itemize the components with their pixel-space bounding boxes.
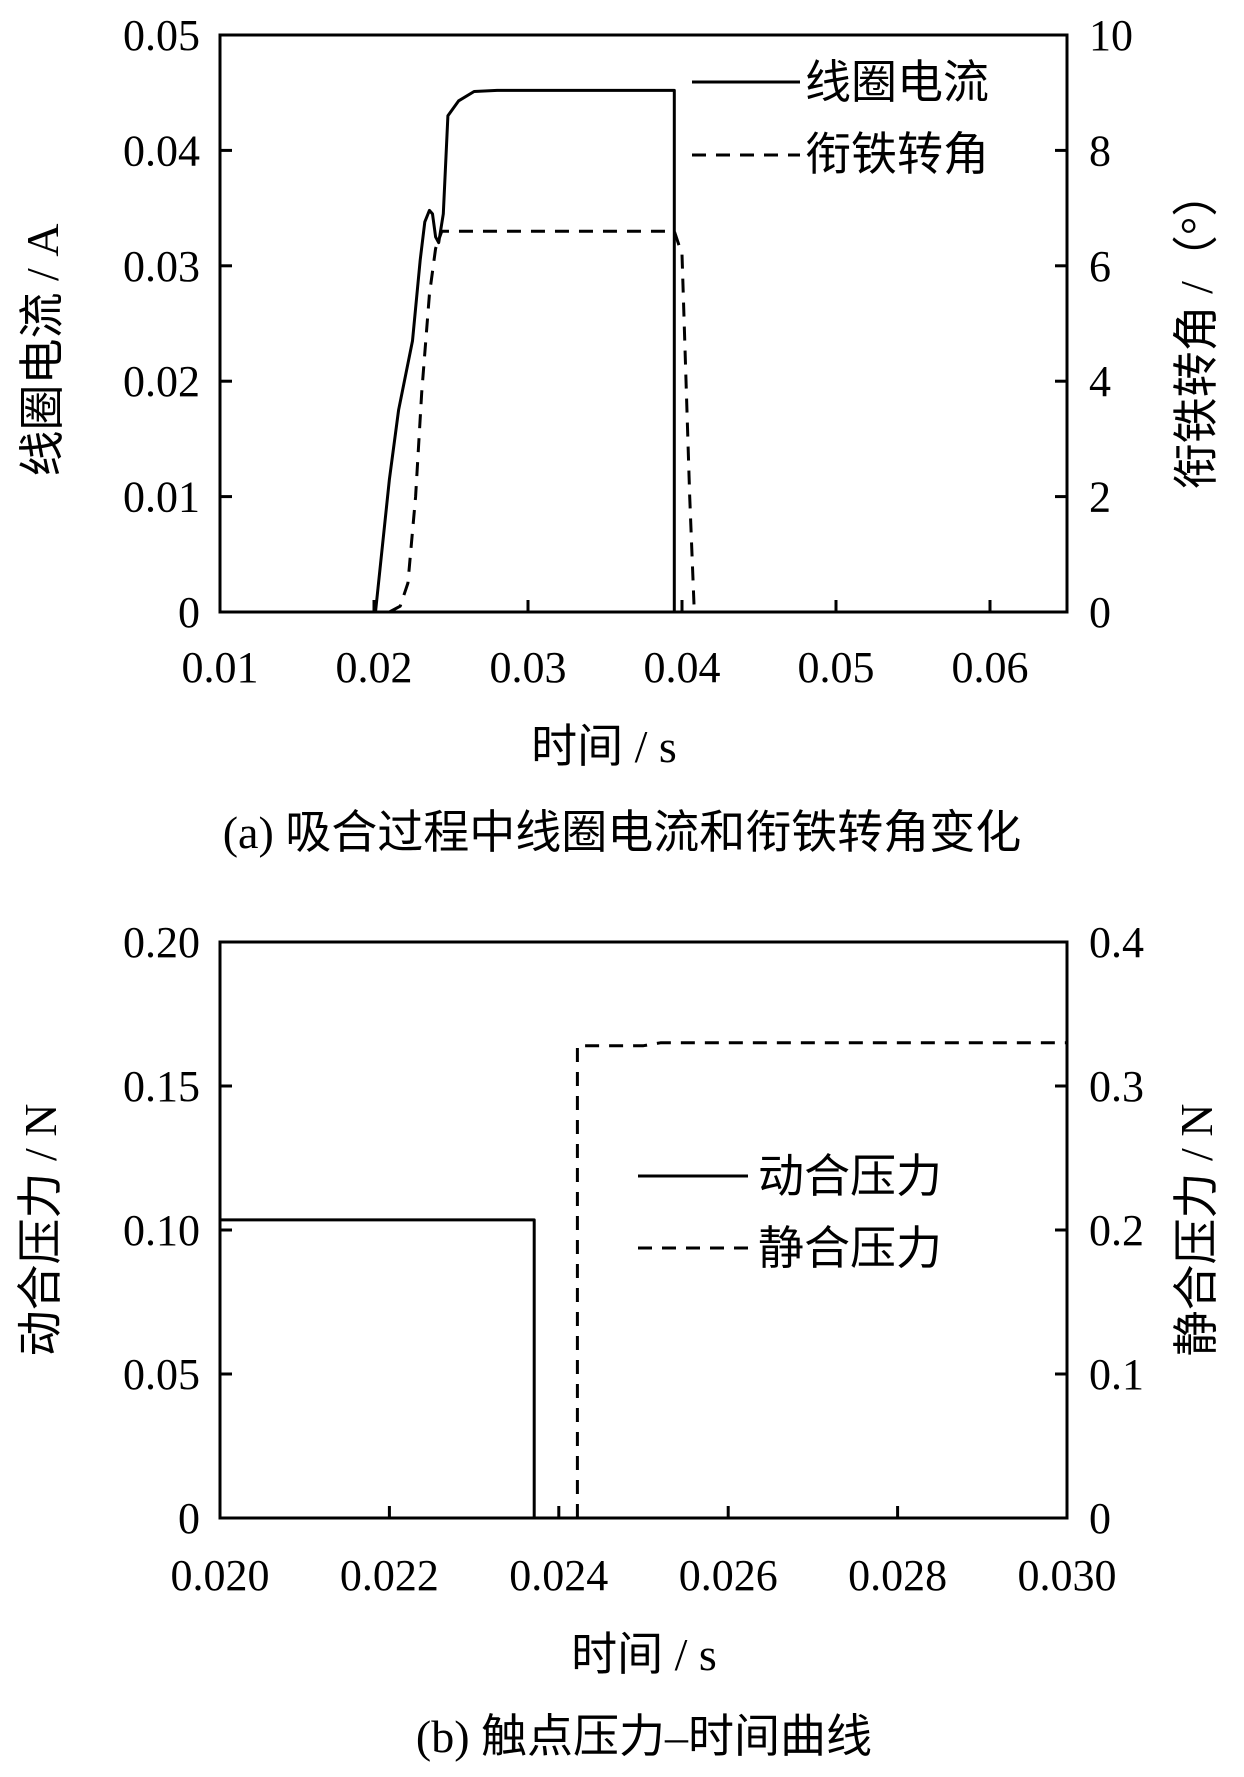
y2-ticks-a: 0 2 4 6 8 10 (1055, 11, 1133, 637)
y2-ticks-b: 0 0.1 0.2 0.3 0.4 (1055, 918, 1144, 1543)
x-tick-label: 0.02 (336, 643, 413, 692)
y-ticks-b: 0 0.05 0.10 0.15 0.20 (123, 918, 232, 1543)
legend-label-break-force: 静合压力 (758, 1223, 942, 1274)
y-tick-label: 0.20 (123, 918, 200, 967)
y-ticks-a: 0 0.01 0.02 0.03 0.04 0.05 (123, 11, 232, 637)
y2-axis-label-a: 衔铁转角 /（°） (1171, 171, 1222, 490)
y2-tick-label: 0.4 (1089, 918, 1144, 967)
legend-a: 线圈电流 衔铁转角 (692, 57, 989, 180)
y-tick-label: 0 (178, 1494, 200, 1543)
series-line-a-1 (220, 88, 679, 614)
y-tick-label: 0.05 (123, 1350, 200, 1399)
x-tick-label: 0.024 (509, 1551, 608, 1600)
y-tick-label: 0.05 (123, 11, 200, 60)
y-tick-label: 0.10 (123, 1206, 200, 1255)
x-tick-label: 0.028 (848, 1551, 947, 1600)
series-line-b-1 (220, 1218, 536, 1518)
x-ticks-a: 0.01 0.02 0.03 0.04 0.05 0.06 (182, 600, 1029, 692)
x-ticks-b: 0.020 0.022 0.024 0.026 0.028 0.030 (171, 1506, 1117, 1600)
x-tick-label: 0.06 (952, 643, 1029, 692)
y2-tick-label: 6 (1089, 242, 1111, 291)
caption-a: (a) 吸合过程中线圈电流和衔铁转角变化 (223, 807, 1022, 858)
y2-tick-label: 0.2 (1089, 1206, 1144, 1255)
y-tick-label: 0 (178, 588, 200, 637)
panel-a: 0.01 0.02 0.03 0.04 0.05 0.06 00.010.020.030.… (17, 11, 1222, 858)
y2-tick-label: 0.1 (1089, 1350, 1144, 1399)
y2-axis-label-b: 静合压力 / N (1171, 1104, 1222, 1357)
x-tick-label: 0.030 (1018, 1551, 1117, 1600)
x-tick-label: 0.04 (644, 643, 721, 692)
series-line-a-2 (388, 229, 696, 614)
y-tick-label: 0.15 (123, 1062, 200, 1111)
y2-tick-label: 10 (1089, 11, 1133, 60)
y-axis-label-b: 动合压力 / N (15, 1104, 66, 1357)
legend-label-angle: 衔铁转角 (805, 129, 989, 180)
x-tick-label: 0.020 (171, 1551, 270, 1600)
legend-label-make-force: 动合压力 (758, 1151, 942, 1202)
x-tick-label: 0.026 (679, 1551, 778, 1600)
y2-tick-label: 0 (1089, 1494, 1111, 1543)
x-tick-label: 0.03 (490, 643, 567, 692)
y-tick-label: 0.02 (123, 357, 200, 406)
y-axis-label-a: 线圈电流 / A (17, 224, 68, 477)
x-axis-label-a: 时间 / s (531, 721, 677, 772)
series-line-b-2 (575, 1041, 1067, 1518)
y2-tick-label: 0 (1089, 588, 1111, 637)
panel-b: 0.020 0.022 0.024 0.026 0.028 0.030 00.050.10… (15, 918, 1222, 1762)
y-tick-label: 0.04 (123, 126, 200, 175)
y2-tick-label: 8 (1089, 126, 1111, 175)
x-tick-label: 0.01 (182, 643, 259, 692)
y2-tick-label: 4 (1089, 357, 1111, 406)
series-a (220, 88, 696, 614)
x-axis-label-b: 时间 / s (571, 1629, 717, 1680)
y2-tick-label: 0.3 (1089, 1062, 1144, 1111)
y-tick-label: 0.03 (123, 242, 200, 291)
legend-b: 动合压力 静合压力 (638, 1151, 942, 1274)
plot-frame-a (218, 33, 1069, 614)
x-tick-label: 0.05 (798, 643, 875, 692)
x-tick-label: 0.022 (340, 1551, 439, 1600)
series-b (220, 1041, 1067, 1518)
legend-label-current: 线圈电流 (805, 57, 989, 108)
caption-b: (b) 触点压力–时间曲线 (416, 1711, 872, 1762)
y2-tick-label: 2 (1089, 473, 1111, 522)
y-tick-label: 0.01 (123, 473, 200, 522)
